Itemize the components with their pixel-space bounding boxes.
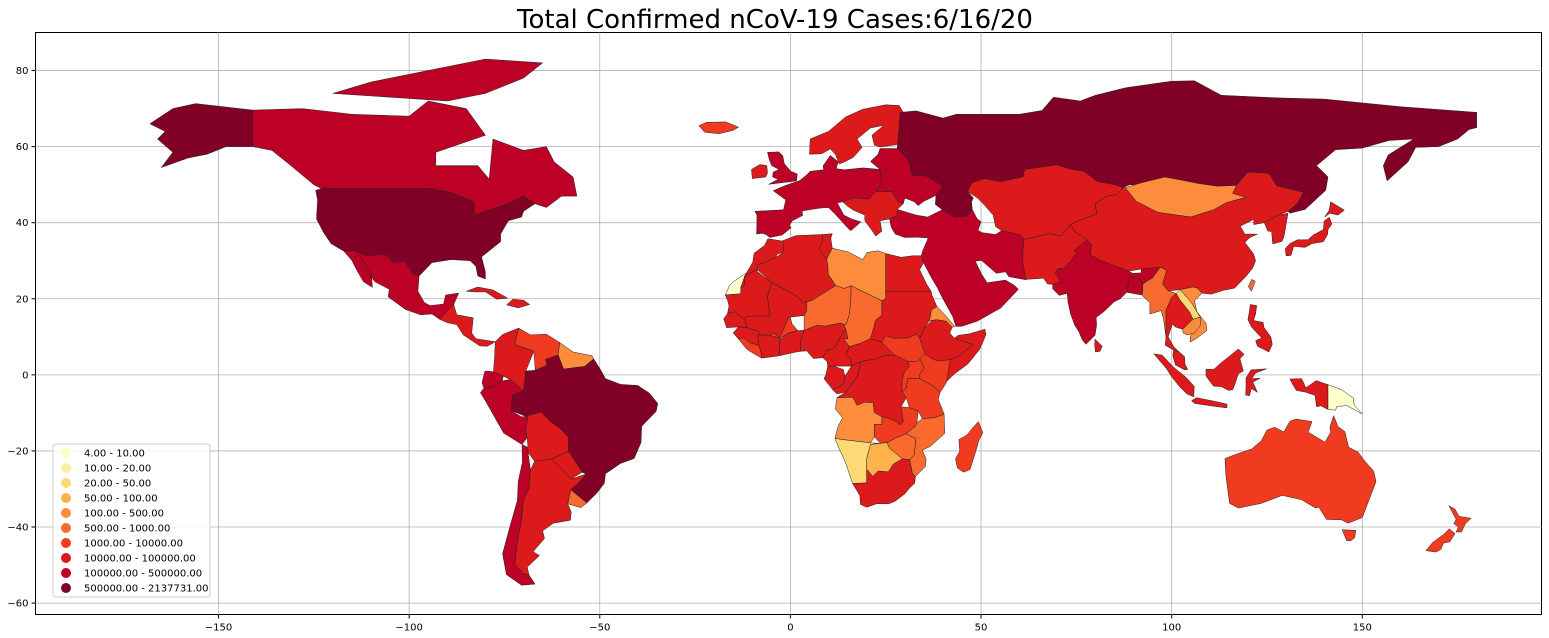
y-tick-label: −60 [7, 599, 28, 610]
legend-label: 10.00 - 20.00 [84, 464, 151, 475]
country-region: Hokkaido [1324, 201, 1345, 218]
country-region: Western & Central Europe [754, 155, 883, 238]
country-region: South Africa [852, 458, 916, 508]
country-region: Papua New Guinea [1327, 384, 1363, 415]
country-region: Middle East [889, 209, 1027, 327]
legend-swatch [61, 508, 71, 518]
x-tick-label: −150 [205, 623, 232, 634]
legend-label: 1000.00 - 10000.00 [84, 539, 183, 550]
plot-area: Alaska (United States)CanadaCanadian Arc… [7, 32, 1542, 634]
country-region: Burkina Faso [769, 317, 799, 339]
country-region: Korea & Japan [1264, 212, 1289, 245]
legend-swatch [61, 553, 71, 563]
legend-label: 10000.00 - 100000.00 [84, 554, 196, 565]
legend-swatch [61, 448, 71, 458]
legend-frame [52, 443, 211, 598]
country-region: Bangladesh [1126, 275, 1143, 296]
country-region: Ireland [751, 164, 768, 179]
country-region: Argentina [514, 459, 587, 576]
country-region: Sumatra [1153, 353, 1195, 398]
legend-label: 20.00 - 50.00 [84, 479, 151, 490]
legend-label: 100000.00 - 500000.00 [84, 569, 202, 580]
country-region: Canadian Arctic [332, 58, 543, 102]
y-tick-label: 80 [16, 66, 29, 77]
y-tick-label: 60 [16, 142, 29, 153]
legend-label: 100.00 - 500.00 [84, 509, 164, 520]
country-region: Cuba [466, 286, 508, 300]
axis-ticks: −150 −100 −50 0 50 100 150 80 60 40 20 0 −20 −40 −60 [7, 66, 1371, 633]
legend-label: 500.00 - 1000.00 [84, 524, 170, 535]
legend-swatch [61, 493, 71, 503]
country-region: United Kingdom [767, 151, 798, 185]
country-region: Sri Lanka [1094, 338, 1103, 353]
legend-swatch [61, 478, 71, 488]
country-region: Malay Peninsula [1172, 349, 1188, 371]
plot-frame [35, 32, 1542, 615]
x-tick-label: 100 [1162, 623, 1181, 634]
country-region: Philippines [1247, 304, 1273, 353]
legend-label: 500000.00 - 2137731.00 [84, 584, 208, 595]
y-tick-label: 20 [16, 294, 29, 305]
legend-items: 4.00 - 10.00 10.00 - 20.00 20.00 - 50.00 50… [61, 448, 208, 595]
legend-swatch [61, 538, 71, 548]
country-region: Sulawesi [1245, 368, 1267, 397]
legend-swatch [61, 568, 71, 578]
country-region: India [1052, 239, 1161, 345]
country-regions: Alaska (United States)CanadaCanadian Arc… [149, 58, 1477, 586]
country-region: Vietnam [1179, 286, 1207, 343]
legend-label: 4.00 - 10.00 [84, 449, 145, 460]
country-region: Alaska (United States) [149, 103, 254, 168]
country-region: New Zealand South [1425, 528, 1456, 553]
legend-swatch [61, 523, 71, 533]
country-region: Scandinavia & Finland [809, 104, 911, 165]
x-tick-label: −100 [395, 623, 422, 634]
y-tick-label: −40 [7, 523, 28, 534]
legend-swatch [61, 583, 71, 593]
country-region: Central America [439, 304, 496, 347]
country-region: Eritrea & Djibouti [929, 306, 955, 328]
legend-swatch [61, 463, 71, 473]
country-region: Ukraine, Belarus & Baltics [870, 148, 944, 206]
country-region: Australia [1224, 415, 1377, 524]
country-region: Iceland [698, 121, 739, 134]
country-region: Borneo [1205, 348, 1245, 391]
x-tick-label: 150 [1353, 623, 1372, 634]
country-region: New Zealand North [1448, 505, 1472, 533]
country-region: Somalia [946, 328, 987, 382]
country-region: Java [1191, 397, 1228, 409]
legend: 4.00 - 10.00 10.00 - 20.00 20.00 - 50.00 50… [52, 443, 211, 598]
country-region: Taiwan [1248, 279, 1256, 292]
country-region: Mauritania [724, 269, 772, 320]
x-tick-label: −50 [589, 623, 610, 634]
x-tick-label: 0 [787, 623, 793, 634]
country-region: Cambodia [1182, 316, 1201, 336]
y-tick-label: 0 [22, 370, 28, 381]
chart-title: Total Confirmed nCoV-19 Cases:6/16/20 [516, 5, 1033, 35]
country-region: Japan [1285, 217, 1333, 257]
legend-label: 50.00 - 100.00 [84, 494, 158, 505]
country-region: Hispaniola [506, 298, 530, 309]
y-tick-label: 40 [16, 218, 29, 229]
x-tick-label: 50 [975, 623, 988, 634]
country-region: Tasmania [1341, 529, 1357, 541]
y-tick-label: −20 [7, 446, 28, 457]
country-region: Madagascar [955, 421, 984, 473]
country-region: New Guinea (Indonesia) [1289, 378, 1329, 410]
